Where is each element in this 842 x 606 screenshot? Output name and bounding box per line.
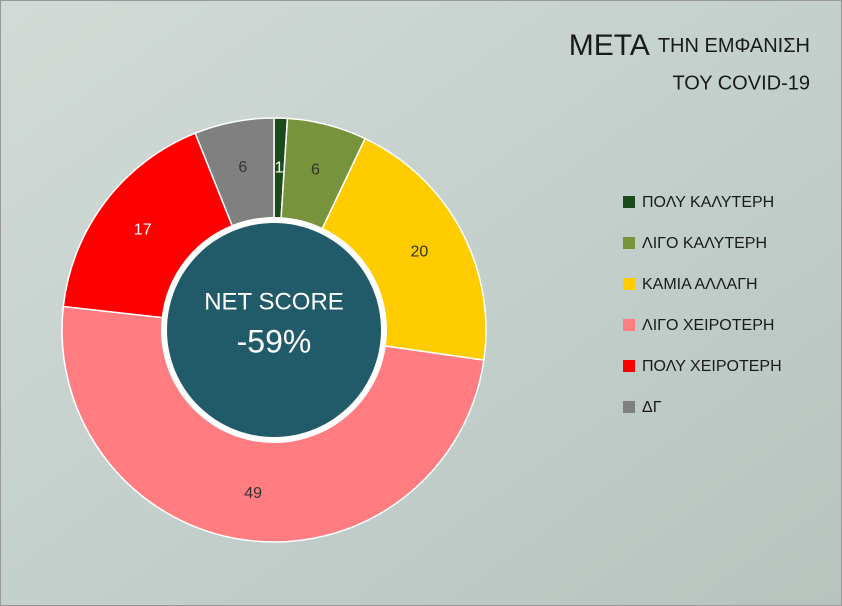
legend-swatch: [623, 196, 635, 208]
data-label: 6: [311, 162, 320, 179]
center-value: -59%: [237, 323, 312, 359]
legend-swatch: [623, 237, 635, 249]
data-label: 6: [238, 159, 247, 176]
title-sub: ΤΗΝ ΕΜΦΑΝΙΣΗ: [658, 35, 810, 57]
legend-label: ΔΓ: [642, 399, 662, 416]
legend-swatch: [623, 401, 635, 413]
legend-label: ΛΙΓΟ ΧΕΙΡΟΤΕΡΗ: [642, 317, 774, 334]
center-title: NET SCORE: [204, 288, 344, 315]
legend-label: ΠΟΛΥ ΚΑΛΥΤΕΡΗ: [642, 194, 774, 211]
legend-label: ΠΟΛΥ ΧΕΙΡΟΤΕΡΗ: [642, 358, 782, 375]
legend-label: ΛΙΓΟ ΚΑΛΥΤΕΡΗ: [642, 235, 767, 252]
title-main: ΜΕΤΑ: [569, 29, 650, 62]
data-label: 20: [411, 243, 429, 260]
title-sub: ΤΟΥ COVID-19: [672, 72, 810, 94]
legend-swatch: [623, 360, 635, 372]
legend-label: ΚΑΜΙΑ ΑΛΛΑΓΗ: [642, 276, 758, 293]
data-label: 17: [134, 221, 152, 238]
chart: ΜΕΤΑ ΤΗΝ ΕΜΦΑΝΙΣΗ ΤΟΥ COVID-19 1 6 20 49 17 6 N…: [0, 0, 842, 606]
data-label: 1: [275, 159, 284, 176]
legend-swatch: [623, 319, 635, 331]
legend-swatch: [623, 278, 635, 290]
data-label: 49: [244, 485, 262, 502]
